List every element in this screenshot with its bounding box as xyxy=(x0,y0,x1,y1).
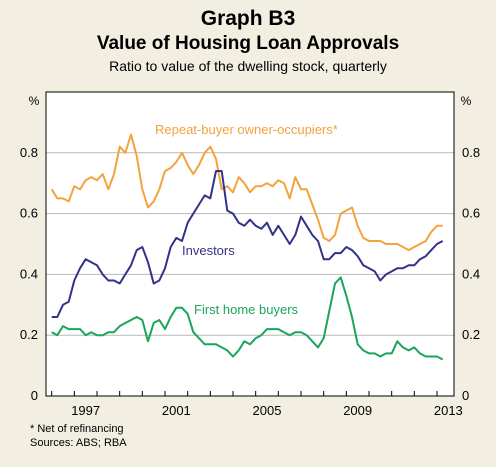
x-tick-label: 2013 xyxy=(434,403,463,418)
y-tick-label-right: 0.2 xyxy=(462,327,480,342)
y-tick-label-left: 0.4 xyxy=(20,266,38,281)
x-tick-label: 2009 xyxy=(343,403,372,418)
y-unit-right: % xyxy=(461,94,472,108)
y-tick-label-right: 0 xyxy=(462,388,469,403)
y-tick-label-left: 0.6 xyxy=(20,206,38,221)
axis-labels: % % Repeat-buyer owner-occupiers* Invest… xyxy=(29,94,472,317)
series-line xyxy=(50,133,443,252)
y-tick-label-right: 0.4 xyxy=(462,266,480,281)
series-line xyxy=(51,170,444,318)
footnote-sources: Sources: ABS; RBA xyxy=(30,437,127,449)
series-label-repeat-buyer: Repeat-buyer owner-occupiers* xyxy=(155,122,338,137)
y-tick-label-left: 0 xyxy=(31,388,38,403)
series-lines xyxy=(50,133,444,361)
chart-subtitle: Ratio to value of the dwelling stock, qu… xyxy=(109,58,387,74)
y-tick-label-right: 0.8 xyxy=(462,145,480,160)
graph-label: Graph B3 xyxy=(200,7,296,30)
x-tick-label: 2001 xyxy=(162,403,191,418)
series-label-first-home: First home buyers xyxy=(194,302,299,317)
y-unit-left: % xyxy=(29,94,40,108)
y-tick-label-right: 0.6 xyxy=(462,206,480,221)
chart-title: Value of Housing Loan Approvals xyxy=(96,33,400,54)
y-tick-label-left: 0.8 xyxy=(20,145,38,160)
plot-border xyxy=(45,91,455,397)
footnote-refinancing: * Net of refinancing xyxy=(30,423,124,435)
y-tick-label-left: 0.2 xyxy=(20,327,38,342)
x-tick-label: 2005 xyxy=(253,403,282,418)
x-tick-label: 1997 xyxy=(71,403,100,418)
axis-ticks: 0 0 0.2 0.2 0.4 0.4 0.6 0.6 0.8 0.8 1997 2001 2005 20… xyxy=(20,145,480,418)
series-line xyxy=(51,276,444,361)
series-label-investors: Investors xyxy=(182,243,235,258)
